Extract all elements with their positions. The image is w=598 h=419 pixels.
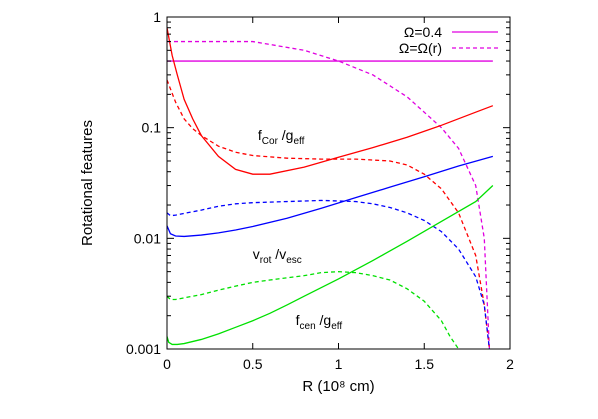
annotation-fcen: fcen /geff: [296, 312, 343, 332]
legend: Ω=0.4Ω=Ω(r): [399, 24, 498, 56]
ticks-layer: 0 0.5 1 1.5 2 0.001 0.01 0.1 1: [126, 9, 514, 372]
x-axis-label: R (10⁸ cm): [302, 378, 374, 395]
y-tick-label: 0.01: [134, 230, 161, 246]
series-line-omega-dashed: [167, 40, 491, 349]
plot-frame: [166, 16, 511, 350]
y-tick-label: 1: [153, 9, 161, 25]
y-tick-label: 0.001: [126, 341, 161, 357]
x-tick-label: 0.5: [243, 356, 263, 372]
x-tick-label: 2: [506, 356, 514, 372]
legend-label: Ω=Ω(r): [399, 40, 442, 56]
x-tick-label: 1.5: [415, 356, 435, 372]
x-tick-label: 1: [335, 356, 343, 372]
x-tick-label: 0: [163, 356, 171, 372]
series-line-fcor-dashed: [167, 79, 491, 349]
annotations-layer: fCor /geff vrot /vesc fcen /geff: [253, 127, 343, 332]
series-line-vrot-solid: [167, 155, 494, 238]
series-line-fcen-dashed: [167, 270, 460, 349]
series-line-vrot-dashed: [167, 199, 491, 349]
series-layer: [167, 27, 494, 349]
y-axis-label: Rotational features: [79, 120, 96, 246]
series-line-fcor-solid: [167, 27, 494, 175]
annotation-vrot: vrot /vesc: [253, 246, 302, 266]
annotation-fcor: fCor /geff: [258, 127, 305, 147]
legend-label: Ω=0.4: [404, 24, 442, 40]
y-tick-label: 0.1: [142, 120, 162, 136]
series-line-fcen-solid: [167, 185, 494, 346]
